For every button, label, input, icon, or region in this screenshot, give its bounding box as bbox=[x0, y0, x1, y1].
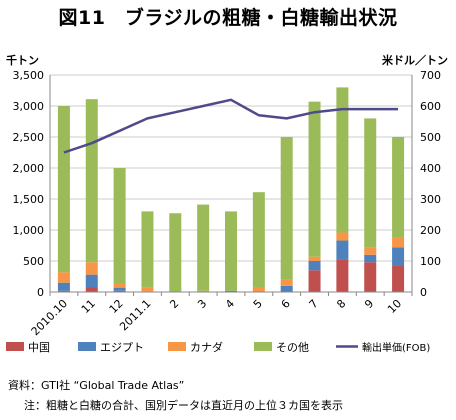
bar-segment bbox=[308, 101, 321, 257]
y-tick-label: 3,000 bbox=[13, 100, 45, 113]
y2-tick-label: 0 bbox=[420, 286, 427, 299]
y2-tick-label: 100 bbox=[420, 255, 441, 268]
y-tick-label: 3,500 bbox=[13, 69, 45, 82]
fob-price-series-line bbox=[63, 98, 399, 154]
bar-segment bbox=[85, 287, 98, 292]
legend-label: 中国 bbox=[28, 341, 50, 354]
legend-label: カナダ bbox=[190, 340, 223, 354]
x-tick-label: 2010.10 bbox=[29, 297, 70, 338]
bar-segment bbox=[364, 254, 377, 263]
axes bbox=[49, 75, 413, 293]
fob-price-line bbox=[63, 98, 399, 154]
source-note: 資料：GTI社 “Global Trade Atlas” bbox=[8, 379, 185, 392]
bar-segment bbox=[392, 247, 405, 266]
x-tick-label: 4 bbox=[223, 297, 237, 311]
y-tick-label: 2,000 bbox=[13, 162, 45, 175]
x-tick-label: 5 bbox=[251, 297, 265, 311]
x-tick-label: 3 bbox=[195, 297, 209, 311]
y2-tick-label: 400 bbox=[420, 162, 441, 175]
legend-label: エジプト bbox=[100, 341, 144, 354]
bar-segment bbox=[197, 204, 210, 291]
x-tick-label: 2011.1 bbox=[117, 297, 153, 333]
legend-swatch bbox=[254, 342, 272, 351]
bar-segment bbox=[57, 290, 70, 292]
bar-segment bbox=[336, 259, 349, 292]
bar-segment bbox=[364, 118, 377, 248]
bar-segment bbox=[57, 106, 70, 273]
bar-segment bbox=[113, 287, 126, 291]
x-tick-label: 9 bbox=[362, 297, 376, 311]
right-axis-unit: 米ドル／トン bbox=[382, 54, 448, 67]
bar-segment bbox=[364, 247, 377, 255]
bar-segment bbox=[280, 137, 293, 280]
bar-segment bbox=[85, 99, 98, 263]
bar-segment bbox=[280, 285, 293, 292]
bar-segment bbox=[85, 262, 98, 275]
bar-segment bbox=[197, 290, 210, 292]
stacked-bars bbox=[57, 87, 405, 292]
bar-segment bbox=[113, 290, 126, 292]
bar-segment bbox=[252, 287, 265, 292]
x-tick-label: 11 bbox=[79, 297, 98, 316]
legend-swatch bbox=[78, 342, 96, 351]
left-axis-ticks: 0 500 1,000 1,500 2,000 2,500 3,000 3,500 bbox=[13, 69, 45, 299]
y2-tick-label: 600 bbox=[420, 100, 441, 113]
bar-segment bbox=[336, 240, 349, 260]
bar-segment bbox=[57, 272, 70, 283]
x-tick-label: 2 bbox=[167, 297, 181, 311]
bar-segment bbox=[392, 265, 405, 292]
left-axis-unit: 千トン bbox=[6, 54, 39, 67]
bar-segment bbox=[336, 87, 349, 233]
x-tick-label: 6 bbox=[279, 297, 293, 311]
bar-segment bbox=[336, 232, 349, 241]
bar-segment bbox=[141, 287, 154, 292]
y-tick-label: 0 bbox=[37, 286, 44, 299]
x-tick-label: 10 bbox=[385, 297, 404, 316]
x-tick-label: 7 bbox=[307, 297, 321, 311]
x-tick-label: 8 bbox=[334, 297, 348, 311]
bar-segment bbox=[364, 262, 377, 292]
y2-tick-label: 500 bbox=[420, 131, 441, 144]
y-tick-label: 1,500 bbox=[13, 193, 45, 206]
y2-tick-label: 300 bbox=[420, 193, 441, 206]
y2-tick-label: 700 bbox=[420, 69, 441, 82]
y-tick-label: 1,000 bbox=[13, 224, 45, 237]
legend-label: その他 bbox=[276, 341, 309, 354]
bar-segment bbox=[113, 283, 126, 288]
bar-segment bbox=[392, 137, 405, 238]
bar-segment bbox=[252, 192, 265, 288]
footnote: 注：粗糖と白糖の合計、国別データは直近月の上位３カ国を表示 bbox=[24, 399, 343, 412]
right-axis-ticks: 0 100 200 300 400 500 600 700 bbox=[420, 69, 441, 299]
bar-segment bbox=[225, 290, 237, 292]
chart-title: 図11 ブラジルの粗糖・白糖輸出状況 bbox=[58, 7, 398, 29]
bar-segment bbox=[113, 168, 126, 284]
bar-segment bbox=[57, 282, 70, 291]
bar-segment bbox=[141, 211, 154, 288]
bar-segment bbox=[308, 256, 321, 261]
legend-label: 輸出単価(FOB) bbox=[362, 341, 430, 354]
bar-segment bbox=[85, 274, 98, 288]
legend-swatch bbox=[168, 342, 186, 351]
y2-tick-label: 200 bbox=[420, 224, 441, 237]
bar-segment bbox=[280, 279, 293, 286]
bar-segment bbox=[308, 270, 321, 292]
y-tick-label: 500 bbox=[23, 255, 44, 268]
bar-segment bbox=[308, 261, 321, 271]
x-tick-label: 12 bbox=[107, 297, 126, 316]
bar-segment bbox=[169, 213, 182, 292]
legend: 中国 エジプト カナダ その他 輸出単価(FOB) bbox=[6, 340, 430, 354]
bar-segment bbox=[225, 211, 237, 291]
legend-swatch bbox=[6, 342, 24, 351]
bar-segment bbox=[392, 237, 405, 248]
y-tick-label: 2,500 bbox=[13, 131, 45, 144]
